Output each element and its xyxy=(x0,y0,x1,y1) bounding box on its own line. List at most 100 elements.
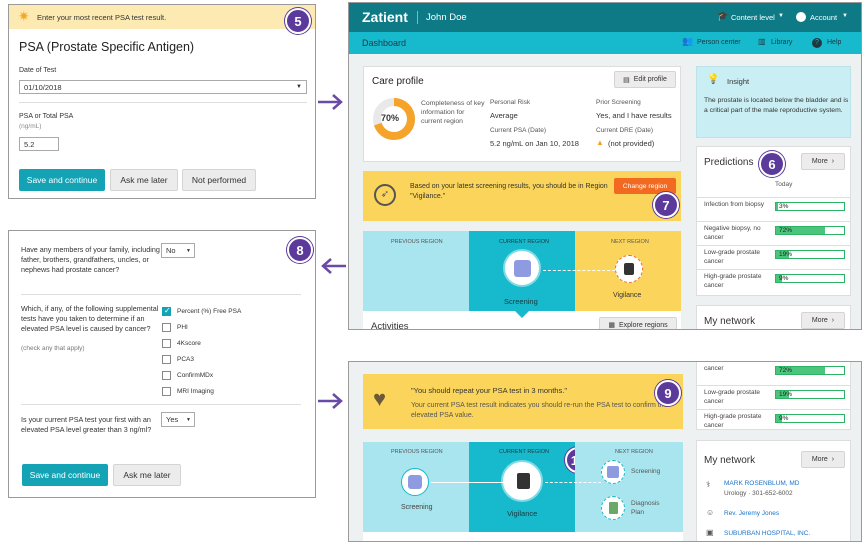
current-region[interactable]: CURRENT REGION Vigilance 10 xyxy=(469,442,591,532)
save-continue-button[interactable]: Save and continue xyxy=(19,169,105,191)
date-label: Date of Test xyxy=(19,67,57,74)
contact-name[interactable]: SUBURBAN HOSPITAL, INC. xyxy=(724,530,811,537)
prediction-bar-fill xyxy=(776,227,825,234)
network-card: My network More › xyxy=(696,305,851,329)
diagnosis-plan-icon xyxy=(601,496,625,520)
risk-value: Average xyxy=(490,111,518,120)
ask-later-button[interactable]: Ask me later xyxy=(110,169,178,191)
graduation-cap-icon: 🎓 xyxy=(717,11,729,21)
step-badge-5: 5 xyxy=(285,8,311,34)
next-region[interactable]: NEXT REGION Vigilance xyxy=(575,231,681,311)
test-checkbox[interactable] xyxy=(162,355,171,364)
hospital-icon: ▣ xyxy=(706,528,714,537)
prediction-label: Infection from biopsy xyxy=(704,201,764,208)
heart-pulse-icon: ♥ xyxy=(373,386,387,411)
test-checkbox[interactable]: ✓ xyxy=(162,306,171,316)
dre-label: Current DRE (Date) xyxy=(596,127,654,134)
prediction-bar-fill xyxy=(776,251,789,258)
divider xyxy=(697,409,850,410)
next-region[interactable]: NEXT REGION Screening Diagnosis Plan xyxy=(575,442,683,532)
edit-profile-button[interactable]: ▤ Edit profile xyxy=(614,71,676,88)
predictions-more-label: More xyxy=(811,158,828,165)
first-elevated-value: Yes xyxy=(166,415,179,424)
next-screening-label: Screening xyxy=(631,468,661,475)
repeat-alert-text: Your current PSA test result indicates y… xyxy=(411,402,668,419)
today-label: Today xyxy=(775,181,793,188)
account-menu[interactable]: Account xyxy=(810,13,838,22)
network-more-label: More xyxy=(811,317,828,324)
contact-name[interactable]: MARK ROSENBLUM, MD xyxy=(724,480,800,487)
psa-input[interactable]: 5.2 xyxy=(19,137,59,151)
current-region-label: CURRENT REGION xyxy=(499,239,550,245)
psa-date-value: 5.2 ng/mL on Jan 10, 2018 xyxy=(490,139,579,148)
test-checkbox[interactable] xyxy=(162,339,171,348)
change-region-button[interactable]: Change region xyxy=(614,178,676,194)
questions-panel: 8 Have any members of your family, inclu… xyxy=(8,230,316,498)
step-badge-6: 6 xyxy=(759,151,785,177)
network-more-label: More xyxy=(811,456,828,463)
logo-divider xyxy=(417,11,418,24)
psa-input-value: 5.2 xyxy=(24,139,35,149)
prediction-label: High-grade prostate cancer xyxy=(704,413,762,429)
explore-regions-button[interactable]: ▦ Explore regions xyxy=(599,317,677,329)
contact-name[interactable]: Rev. Jeremy Jones xyxy=(724,510,780,517)
chevron-right-icon: › xyxy=(831,317,835,324)
first-elevated-select[interactable]: Yes ▼ xyxy=(161,412,195,427)
save-continue-button[interactable]: Save and continue xyxy=(22,464,108,486)
not-performed-button[interactable]: Not performed xyxy=(182,169,256,191)
prediction-label: cancer xyxy=(704,365,724,372)
psa-banner-text: Enter your most recent PSA test result. xyxy=(37,13,167,22)
nav-bar: Dashboard 👥 Person center ▥ Library ? He… xyxy=(349,32,861,54)
person-center-link[interactable]: Person center xyxy=(697,39,741,46)
library-link[interactable]: Library xyxy=(771,39,793,46)
content-level-menu[interactable]: Content level xyxy=(731,13,775,22)
divider xyxy=(21,404,301,405)
divider xyxy=(697,385,850,386)
psa-form-title: PSA (Prostate Specific Antigen) xyxy=(19,40,195,54)
date-select-value: 01/10/2018 xyxy=(24,82,62,92)
activities-title: Activities xyxy=(371,321,409,330)
divider xyxy=(19,102,307,103)
prediction-label: Negative biopsy, no cancer xyxy=(704,225,761,241)
test-checkbox-label: ConfirmMDx xyxy=(177,372,214,379)
prediction-label: Low-grade prostate cancer xyxy=(704,389,761,405)
date-select[interactable]: 01/10/2018 ▼ xyxy=(19,80,307,94)
screening-option-icon xyxy=(601,460,625,484)
question-hint: (check any that apply) xyxy=(21,345,85,352)
network-more-button[interactable]: More › xyxy=(801,312,845,329)
prediction-bar-fill xyxy=(776,415,783,422)
divider xyxy=(21,294,301,295)
network-more-button[interactable]: More › xyxy=(801,451,845,468)
prediction-bar-fill xyxy=(776,275,783,282)
chevron-down-icon: ▼ xyxy=(842,13,848,19)
library-icon: ▥ xyxy=(758,37,766,46)
prediction-bar: 3% xyxy=(775,202,845,211)
dotted-connector xyxy=(543,270,615,271)
prediction-label: Low-grade prostate cancer xyxy=(704,249,761,265)
test-checkbox[interactable] xyxy=(162,323,171,332)
arrow-right-icon xyxy=(318,94,343,110)
map-icon: ▦ xyxy=(608,322,615,329)
lightbulb-icon: 💡 xyxy=(707,74,720,85)
id-card-icon: ▤ xyxy=(623,76,630,84)
test-checkbox[interactable] xyxy=(162,371,171,380)
dotted-connector xyxy=(545,482,601,483)
app-logo[interactable]: Zatient xyxy=(362,9,408,25)
repeat-alert-title: "You should repeat your PSA test in 3 mo… xyxy=(411,386,567,395)
previous-region[interactable]: PREVIOUS REGION Screening xyxy=(363,442,469,532)
prediction-value: 72% xyxy=(779,227,793,234)
test-checkbox[interactable] xyxy=(162,387,171,396)
current-region[interactable]: CURRENT REGION Screening xyxy=(469,231,575,311)
prediction-label: High-grade prostate cancer xyxy=(704,273,762,289)
predictions-more-button[interactable]: More › xyxy=(801,153,845,170)
family-history-select[interactable]: No ▼ xyxy=(161,243,195,258)
question-supplemental-tests: Which, if any, of the following suppleme… xyxy=(21,304,159,333)
prediction-bar: 72% xyxy=(775,226,845,235)
care-profile-card: Care profile ▤ Edit profile 70% Complete… xyxy=(363,66,681,162)
vigilance-label: Vigilance xyxy=(613,292,642,299)
ask-later-button[interactable]: Ask me later xyxy=(113,464,181,486)
solid-connector xyxy=(431,482,503,483)
help-link[interactable]: Help xyxy=(827,39,842,46)
prediction-value: 19% xyxy=(779,391,793,398)
arrow-left-icon xyxy=(321,258,346,274)
